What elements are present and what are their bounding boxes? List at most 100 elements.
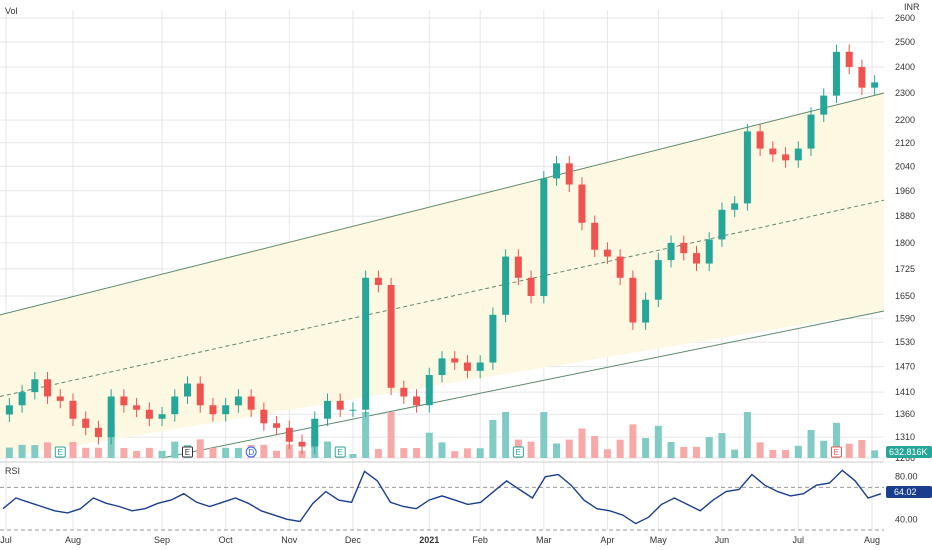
volume-bar: [31, 445, 39, 458]
axis-layer: 1266131013601410147015301590165017251800…: [0, 13, 917, 545]
time-axis-tick: Jul: [0, 535, 12, 545]
candle-body: [540, 178, 548, 297]
volume-bar: [425, 432, 433, 458]
volume-bar: [820, 440, 828, 458]
volume-bar: [565, 439, 573, 458]
candle-body: [680, 242, 688, 254]
candle-body: [769, 148, 777, 155]
candle-body: [502, 256, 510, 315]
volume-bar: [540, 412, 548, 458]
price-axis-tick: 1725: [895, 264, 915, 274]
event-marker-letter: E: [185, 448, 190, 457]
time-axis-tick: Aug: [65, 535, 81, 545]
volume-value-badge: [886, 446, 932, 458]
volume-bar: [629, 424, 637, 458]
candle-body: [642, 299, 650, 323]
volume-bar: [438, 442, 446, 458]
candle-body: [705, 239, 713, 264]
candle-body: [692, 253, 700, 264]
time-axis-tick: 2021: [419, 535, 439, 545]
price-axis-tick: 2300: [895, 88, 915, 98]
currency-label: INR: [904, 2, 920, 12]
event-marker: [245, 446, 257, 458]
price-axis-tick: 1310: [895, 432, 915, 442]
time-axis-tick: Mar: [536, 535, 552, 545]
price-axis-tick: 1960: [895, 186, 915, 196]
volume-bar: [171, 441, 179, 458]
time-axis-tick: Feb: [472, 535, 488, 545]
candle-body: [654, 260, 662, 300]
candle-body: [323, 400, 331, 419]
price-axis-tick: 1880: [895, 211, 915, 221]
candle-body: [209, 405, 217, 415]
candle-body: [400, 387, 408, 397]
volume-bar: [489, 419, 497, 458]
event-marker-letter: E: [337, 448, 342, 457]
volume-bar: [553, 443, 561, 458]
volume-bar: [616, 439, 624, 458]
volume-layer: [5, 412, 879, 458]
volume-bar: [222, 447, 230, 458]
candle-body: [196, 383, 204, 406]
candle-body: [451, 358, 459, 363]
volume-bar: [234, 447, 242, 458]
candle-body: [362, 277, 370, 410]
time-axis-tick: Dec: [345, 535, 362, 545]
vol-label: Vol: [5, 6, 18, 16]
candle-body: [476, 362, 484, 371]
price-axis-tick: 1360: [895, 409, 915, 419]
candle-body: [514, 256, 522, 278]
volume-bar: [387, 412, 395, 458]
channel-upper-line: [0, 92, 885, 316]
volume-bar: [5, 447, 13, 458]
candle-body: [463, 362, 471, 371]
time-axis-tick: Aug: [864, 535, 880, 545]
event-marker-letter: E: [57, 448, 62, 457]
rsi-value: 64.02: [894, 487, 917, 497]
price-axis-tick: 1470: [895, 362, 915, 372]
candle-body: [603, 249, 611, 257]
price-axis-tick: 2200: [895, 115, 915, 125]
candle-body: [82, 418, 90, 428]
candle-body: [336, 400, 344, 410]
candle-body: [69, 400, 77, 419]
volume-bar: [158, 450, 166, 458]
volume-bar: [349, 454, 357, 458]
candle-body: [184, 383, 192, 397]
event-marker-letter: E: [834, 448, 839, 457]
volume-bar: [260, 444, 268, 458]
volume-bar: [451, 451, 459, 458]
candle-body: [298, 441, 306, 447]
event-marker: [830, 446, 842, 458]
volume-bar: [756, 442, 764, 458]
event-marker: [54, 446, 66, 458]
volume-bar: [298, 450, 306, 458]
price-axis-tick: 2500: [895, 37, 915, 47]
candle-body: [565, 163, 573, 185]
candle-body: [374, 277, 382, 286]
price-axis-tick: 2400: [895, 62, 915, 72]
time-axis-tick: May: [650, 535, 668, 545]
volume-bar: [845, 443, 853, 458]
volume-bar: [731, 449, 739, 458]
event-marker-letter: D: [248, 448, 254, 457]
price-axis-tick: 1530: [895, 337, 915, 347]
volume-bar: [858, 440, 866, 458]
volume-bar: [603, 449, 611, 458]
volume-bar: [807, 430, 815, 458]
time-axis-tick: Apr: [600, 535, 614, 545]
volume-bar: [120, 448, 128, 458]
volume-bar: [527, 441, 535, 458]
candle-body: [158, 414, 166, 419]
price-axis-tick: 2040: [895, 161, 915, 171]
event-marker: [182, 446, 194, 458]
volume-bar: [743, 412, 751, 458]
volume-bar: [44, 442, 52, 458]
candle-body: [349, 409, 357, 411]
candle-body: [718, 209, 726, 240]
candle-body: [871, 82, 879, 88]
price-axis-tick: 2120: [895, 138, 915, 148]
volume-bar: [94, 447, 102, 458]
candle-body: [387, 285, 395, 388]
